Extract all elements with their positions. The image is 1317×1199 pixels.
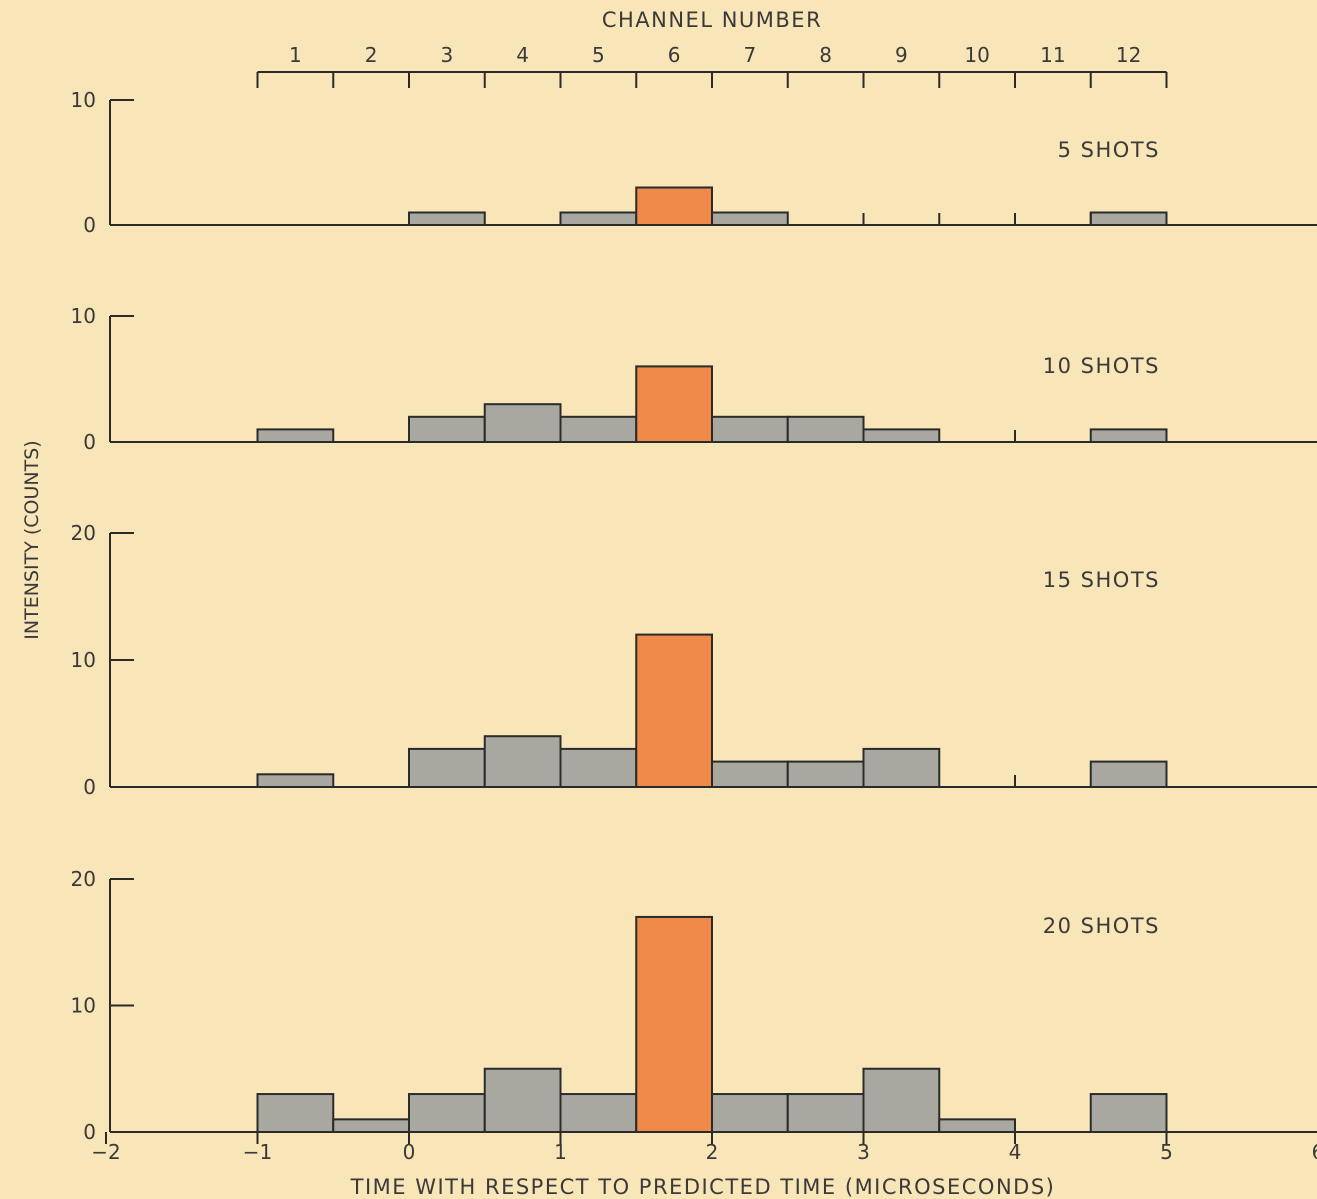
histogram-bar <box>483 403 562 444</box>
channel-label: 8 <box>819 43 832 67</box>
y-tick-label: 20 <box>71 867 96 891</box>
histogram-bar <box>408 211 486 226</box>
channel-axis-title: CHANNEL NUMBER <box>602 8 822 32</box>
y-tick-label: 10 <box>71 304 96 328</box>
histogram-bar <box>483 1067 562 1133</box>
histogram-bar <box>862 747 941 789</box>
x-tick-label: 0 <box>403 1140 416 1164</box>
histogram-panel: 0 10 10 SHOTS <box>71 304 1317 454</box>
histogram-panel: 0 10 20 15 SHOTS <box>71 521 1317 799</box>
histogram-bar-highlight <box>635 915 713 1134</box>
histogram-bar <box>711 211 789 226</box>
histogram-bar <box>332 1118 410 1133</box>
histogram-bar <box>408 747 486 789</box>
histogram-bar <box>862 1067 941 1133</box>
histogram-bar <box>256 773 335 788</box>
x-tick-label: 3 <box>857 1140 870 1164</box>
channel-label: 10 <box>964 43 989 67</box>
histogram-bar-highlight <box>635 633 713 788</box>
channel-label: 5 <box>592 43 605 67</box>
histogram-bar <box>862 428 941 443</box>
histogram-bar <box>711 760 789 788</box>
histogram-bar <box>938 1118 1016 1133</box>
channel-label: 2 <box>365 43 378 67</box>
histogram-bar <box>559 1093 638 1134</box>
x-tick-label: 2 <box>706 1140 719 1164</box>
histogram-bar <box>1089 760 1168 788</box>
x-tick-label: 1 <box>554 1140 567 1164</box>
x-axis-label: TIME WITH RESPECT TO PREDICTED TIME (MIC… <box>350 1175 1056 1199</box>
histogram-panel: 0 10 20 20 SHOTS <box>71 867 1317 1144</box>
x-tick-label: 4 <box>1009 1140 1022 1164</box>
y-tick-label: 10 <box>71 994 96 1018</box>
panel-shots-label: 20 SHOTS <box>1043 914 1160 938</box>
histogram-bar <box>408 415 486 443</box>
channel-number-axis: 1 2 3 4 5 6 7 8 9 10 11 12 <box>256 43 1168 88</box>
y-tick-label: 10 <box>71 648 96 672</box>
histogram-bar <box>1089 211 1168 226</box>
y-axis-label: INTENSITY (COUNTS) <box>21 440 43 639</box>
histogram-bar-highlight <box>635 186 713 226</box>
histogram-bar <box>408 1093 486 1134</box>
histogram-bar <box>483 735 562 789</box>
histogram-bar <box>711 1093 789 1134</box>
channel-label: 12 <box>1116 43 1141 67</box>
x-tick-label: −1 <box>243 1140 272 1164</box>
histogram-bar <box>256 1093 335 1134</box>
channel-label: 4 <box>516 43 529 67</box>
histogram-bar <box>559 211 638 226</box>
y-tick-label: 0 <box>83 1120 96 1144</box>
x-tick-label: 6 <box>1312 1140 1317 1164</box>
histogram-bar <box>786 415 865 443</box>
histogram-panels: 0 10 5 SHOTS 0 10 10 SHOTS 0 10 20 15 SHOTS 0 10 20 2… <box>71 88 1317 1144</box>
y-tick-label: 0 <box>83 430 96 454</box>
channel-label: 1 <box>289 43 302 67</box>
channel-label: 11 <box>1040 43 1065 67</box>
histogram-panel: 0 10 5 SHOTS <box>71 88 1317 237</box>
x-tick-label: −2 <box>91 1140 120 1164</box>
panel-shots-label: 5 SHOTS <box>1058 138 1160 162</box>
time-axis: −2 −1 0 1 2 3 4 5 6 <box>91 1132 1317 1164</box>
histogram-bar <box>786 1093 865 1134</box>
panel-shots-label: 15 SHOTS <box>1043 568 1160 592</box>
histogram-bar <box>559 415 638 443</box>
channel-label: 9 <box>895 43 908 67</box>
channel-label: 7 <box>744 43 757 67</box>
panel-shots-label: 10 SHOTS <box>1043 354 1160 378</box>
y-tick-label: 10 <box>71 88 96 112</box>
y-tick-label: 0 <box>83 213 96 237</box>
histogram-bar <box>786 760 865 788</box>
histogram-bar-highlight <box>635 365 713 443</box>
histogram-bar <box>1089 1093 1168 1134</box>
histogram-bar <box>711 415 789 443</box>
y-tick-label: 20 <box>71 521 96 545</box>
channel-label: 6 <box>668 43 681 67</box>
channel-label: 3 <box>441 43 454 67</box>
histogram-bar <box>1089 428 1168 443</box>
histogram-bar <box>559 747 638 789</box>
histogram-bar <box>256 428 335 443</box>
y-tick-label: 0 <box>83 775 96 799</box>
x-tick-label: 5 <box>1160 1140 1173 1164</box>
